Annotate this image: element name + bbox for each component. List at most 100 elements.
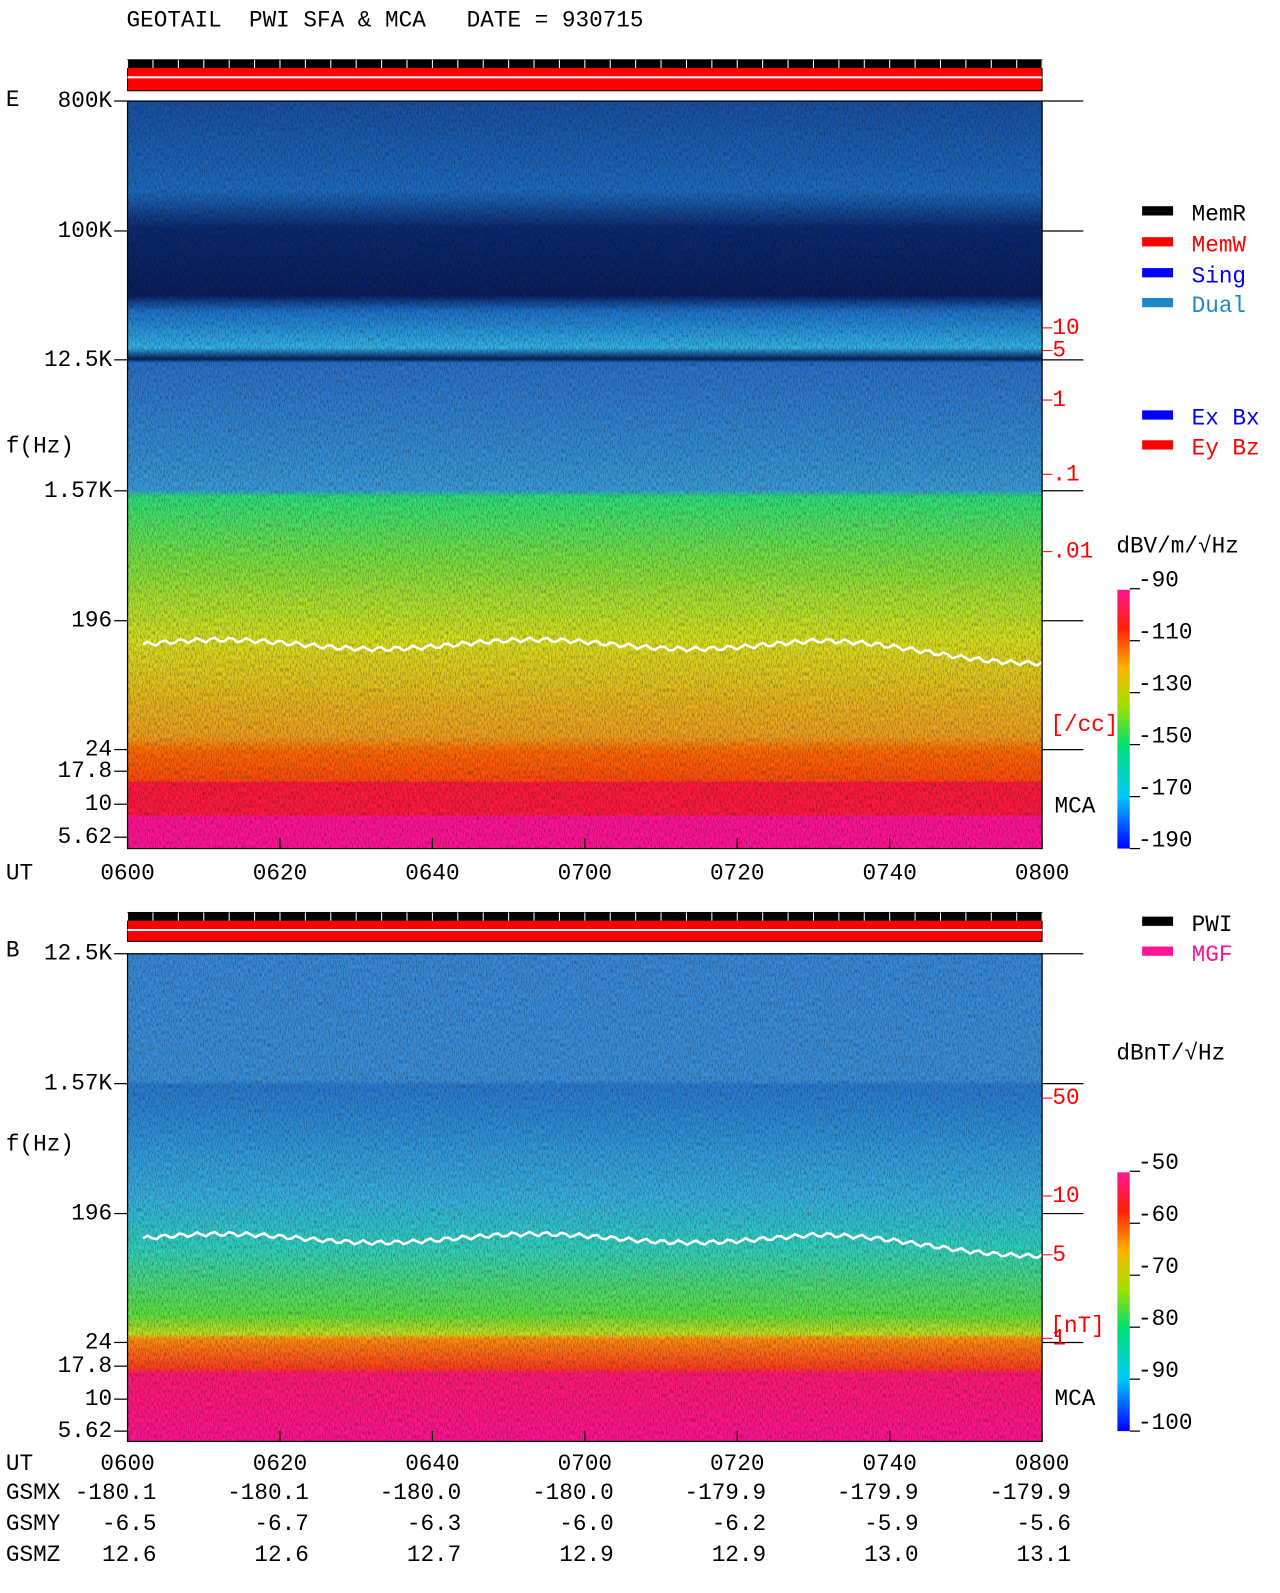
legend-swatch <box>1142 946 1174 956</box>
right-scale-label: 50 <box>1052 1085 1079 1111</box>
orbit-value: -6.5 <box>102 1511 156 1537</box>
orbit-value: 12.7 <box>407 1542 461 1568</box>
time-tick-label: 0720 <box>710 860 764 886</box>
orbit-value: -180.0 <box>380 1480 462 1506</box>
legend-swatch <box>1142 268 1174 278</box>
legend-swatch <box>1142 206 1174 216</box>
time-tick-label: 0620 <box>253 860 307 886</box>
right-scale-label: .01 <box>1052 539 1093 565</box>
legend-swatch <box>1142 440 1174 450</box>
legend-label: PWI <box>1192 912 1233 938</box>
freq-tick-label: 196 <box>71 1201 112 1227</box>
freq-tick-label: 17.8 <box>58 758 112 784</box>
time-tick-label: 0740 <box>862 860 916 886</box>
orbit-value: 12.6 <box>254 1542 308 1568</box>
colorbar-unit: dBnT/√Hz <box>1116 1041 1225 1067</box>
orbit-value: -180.1 <box>227 1480 309 1506</box>
mca-label: MCA <box>1054 1386 1095 1412</box>
orbit-label: GSMX <box>6 1480 61 1506</box>
legend-swatch <box>1142 916 1174 926</box>
orbit-value: -5.9 <box>864 1511 918 1537</box>
orbit-value: -180.0 <box>532 1480 614 1506</box>
colorbar-tick-label: -100 <box>1138 1410 1192 1436</box>
orbit-value: -6.7 <box>254 1511 308 1537</box>
time-tick-label: 0600 <box>100 1451 154 1477</box>
time-tick-label: 0700 <box>558 1451 612 1477</box>
legend-label: Ey Bz <box>1192 435 1260 461</box>
freq-tick-label: 1.57K <box>44 478 112 504</box>
colorbar-tick-label: -170 <box>1138 775 1192 801</box>
orbit-value: 12.6 <box>102 1542 156 1568</box>
orbit-value: -6.3 <box>407 1511 461 1537</box>
colorbar-tick-label: -90 <box>1138 567 1179 593</box>
orbit-value: -5.6 <box>1017 1511 1071 1537</box>
orbit-value: 13.1 <box>1017 1542 1071 1568</box>
colorbar-tick-label: -70 <box>1138 1254 1179 1280</box>
mca-label: MCA <box>1054 793 1095 819</box>
orbit-value: -6.2 <box>712 1511 766 1537</box>
right-scale-unit: [/cc] <box>1050 712 1118 738</box>
colorbar-tick-label: -80 <box>1138 1306 1179 1332</box>
legend-label: Dual <box>1192 293 1246 319</box>
legend-label: MemW <box>1192 232 1247 258</box>
density-trace <box>142 1230 1043 1260</box>
time-axis-label: UT <box>6 860 33 886</box>
orbit-value: 12.9 <box>559 1542 613 1568</box>
right-scale-label: 10 <box>1052 1183 1079 1209</box>
panel-label: E <box>6 87 20 113</box>
colorbar-tick-label: -130 <box>1138 671 1192 697</box>
freq-tick-label: 196 <box>71 608 112 634</box>
freq-tick-label: 12.5K <box>44 347 112 373</box>
title: GEOTAIL PWI SFA & MCA DATE = 930715 <box>127 8 644 34</box>
colorbar <box>1117 1172 1130 1432</box>
orbit-label: GSMZ <box>6 1542 60 1568</box>
freq-tick-label: 1.57K <box>44 1071 112 1097</box>
colorbar-tick-label: -110 <box>1138 619 1192 645</box>
freq-tick-label: 24 <box>85 737 112 763</box>
time-tick-label: 0800 <box>1015 860 1069 886</box>
density-trace <box>142 636 1043 667</box>
orbit-value: -179.9 <box>989 1480 1071 1506</box>
right-scale-label: 1 <box>1052 1325 1066 1351</box>
orbit-value: -179.9 <box>837 1480 919 1506</box>
time-tick-label: 0700 <box>558 860 612 886</box>
spectrogram-texture <box>127 101 1043 849</box>
colorbar <box>1117 589 1130 849</box>
legend-swatch <box>1142 297 1174 308</box>
colorbar-unit: dBV/m/√Hz <box>1116 533 1238 559</box>
freq-tick-label: 10 <box>85 791 112 817</box>
orbit-value: 13.0 <box>864 1542 918 1568</box>
orbit-label: GSMY <box>6 1511 61 1537</box>
orbit-value: -179.9 <box>684 1480 766 1506</box>
freq-tick-label: 10 <box>85 1386 112 1412</box>
time-tick-label: 0740 <box>862 1451 916 1477</box>
freq-tick-label: 5.62 <box>58 1418 112 1444</box>
legend-label: Ex Bx <box>1192 406 1260 432</box>
freq-tick-label: 17.8 <box>58 1353 112 1379</box>
orbit-value: -6.0 <box>559 1511 613 1537</box>
right-scale-label: .1 <box>1052 461 1079 487</box>
right-scale-label: 5 <box>1052 1242 1066 1268</box>
freq-tick-label: 800K <box>58 88 113 114</box>
right-scale-label: 5 <box>1052 338 1066 364</box>
legend-label: MemR <box>1192 201 1247 227</box>
legend-swatch <box>1142 410 1174 420</box>
right-scale-label: 10 <box>1052 315 1079 341</box>
freq-tick-label: 100K <box>58 218 113 244</box>
panel-label: B <box>6 938 20 964</box>
legend-label: Sing <box>1192 263 1246 289</box>
time-tick-label: 0800 <box>1015 1451 1069 1477</box>
colorbar-tick-label: -60 <box>1138 1202 1179 1228</box>
time-axis-label: UT <box>6 1451 33 1477</box>
legend-swatch <box>1142 237 1174 247</box>
spectrogram-texture <box>127 953 1043 1442</box>
right-scale-label: 1 <box>1052 387 1066 413</box>
freq-tick-label: 24 <box>85 1329 112 1355</box>
colorbar-tick-label: -50 <box>1138 1150 1179 1176</box>
colorbar-tick-label: -190 <box>1138 827 1192 853</box>
orbit-value: -180.1 <box>75 1480 157 1506</box>
freq-tick-label: 5.62 <box>58 824 112 850</box>
time-tick-label: 0640 <box>405 860 459 886</box>
time-tick-label: 0720 <box>710 1451 764 1477</box>
colorbar-tick-label: -90 <box>1138 1358 1179 1384</box>
